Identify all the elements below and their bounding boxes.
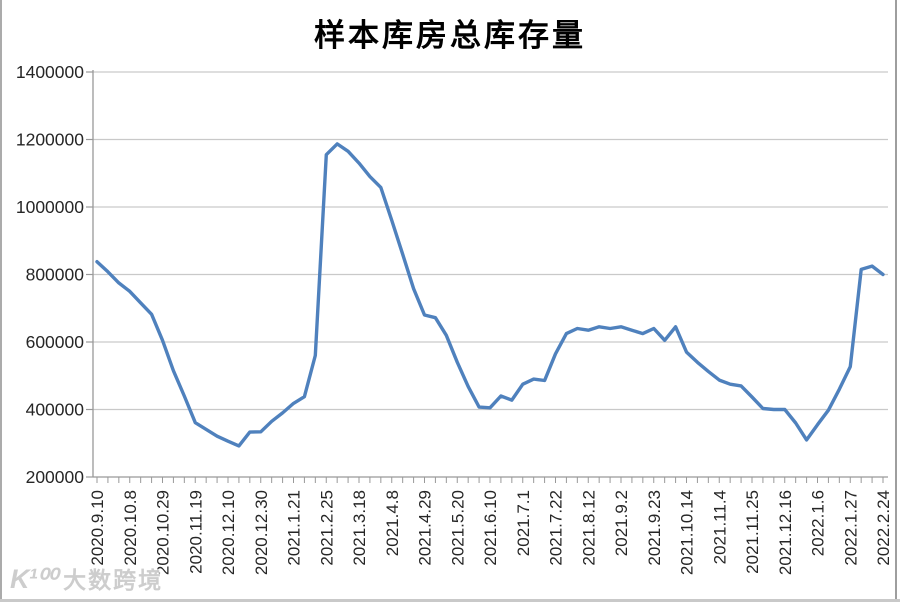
svg-text:2021.11.4: 2021.11.4 (710, 490, 729, 564)
svg-text:2021.1.21: 2021.1.21 (285, 490, 304, 566)
svg-text:2021.9.23: 2021.9.23 (645, 490, 664, 566)
svg-text:200000: 200000 (26, 467, 85, 487)
svg-text:2021.11.25: 2021.11.25 (743, 490, 762, 574)
svg-text:2021.4.8: 2021.4.8 (383, 490, 402, 556)
svg-text:2021.6.10: 2021.6.10 (481, 490, 500, 566)
svg-text:2021.10.14: 2021.10.14 (678, 490, 697, 575)
bottom-border (0, 599, 900, 602)
y-gridlines (93, 71, 888, 411)
svg-text:2022.1.27: 2022.1.27 (841, 490, 860, 566)
chart-title: 样本库房总库存量 (314, 18, 586, 53)
svg-text:2021.3.18: 2021.3.18 (350, 490, 369, 566)
svg-text:2021.8.12: 2021.8.12 (579, 490, 598, 566)
svg-text:2021.7.22: 2021.7.22 (547, 490, 566, 566)
svg-text:1000000: 1000000 (16, 197, 84, 217)
svg-text:2020.10.29: 2020.10.29 (154, 490, 173, 575)
svg-text:2022.2.24: 2022.2.24 (874, 490, 893, 566)
svg-text:2021.4.29: 2021.4.29 (416, 490, 435, 566)
series-line (95, 142, 885, 448)
axis-lines (92, 70, 888, 478)
y-axis-labels: 200000 400000 600000 800000 1000000 1200000 14… (16, 62, 84, 487)
svg-text:2021.12.16: 2021.12.16 (776, 490, 795, 575)
svg-text:2020.9.10: 2020.9.10 (88, 490, 107, 566)
right-border (895, 0, 897, 602)
svg-text:2020.12.30: 2020.12.30 (252, 490, 271, 575)
svg-text:1200000: 1200000 (16, 130, 84, 150)
svg-text:2021.7.1: 2021.7.1 (514, 490, 533, 556)
svg-text:400000: 400000 (26, 400, 85, 420)
svg-text:2021.2.25: 2021.2.25 (317, 490, 336, 566)
svg-text:600000: 600000 (26, 332, 85, 352)
svg-text:1400000: 1400000 (16, 62, 84, 82)
svg-text:800000: 800000 (26, 265, 85, 285)
x-axis-labels: 2020.9.10 2020.10.8 2020.10.29 2020.11.19 20… (88, 490, 893, 575)
left-border (0, 0, 2, 602)
svg-text:2021.5.20: 2021.5.20 (448, 490, 467, 566)
tick-marks (86, 71, 884, 483)
svg-text:2022.1.6: 2022.1.6 (809, 490, 828, 556)
svg-text:2020.10.8: 2020.10.8 (121, 490, 140, 566)
svg-text:2020.11.19: 2020.11.19 (186, 490, 205, 574)
svg-text:2020.12.10: 2020.12.10 (219, 490, 238, 575)
svg-text:2021.9.2: 2021.9.2 (612, 490, 631, 556)
